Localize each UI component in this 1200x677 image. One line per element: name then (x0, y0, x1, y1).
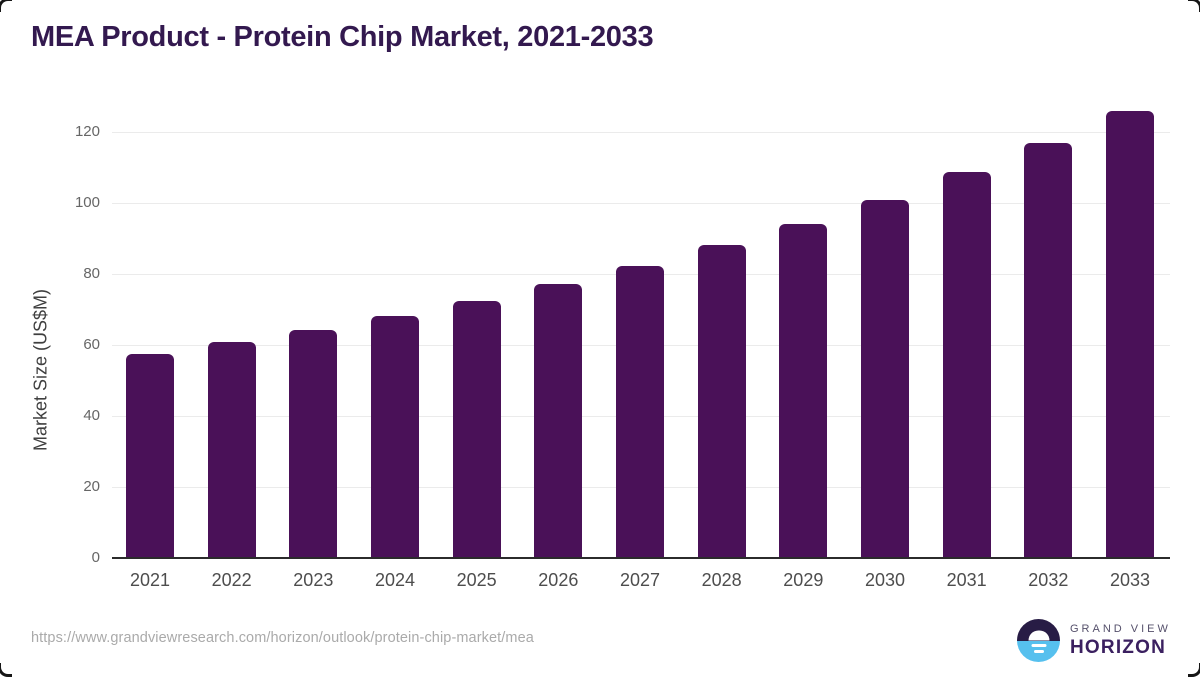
logo-line-grand-view: GRAND VIEW (1070, 622, 1171, 635)
bar-2026 (534, 283, 583, 558)
gridline-120 (112, 131, 1170, 133)
sunrise-over-water-icon (1017, 619, 1060, 662)
bar-2024 (371, 316, 419, 558)
x-tick-label-2030: 2030 (864, 570, 906, 590)
frame-corner-top-left (0, 0, 12, 12)
x-tick-label-2022: 2022 (211, 570, 252, 590)
x-tick-label-2024: 2024 (374, 570, 416, 590)
x-tick-label-2029: 2029 (783, 570, 824, 590)
bar-2032 (1024, 143, 1073, 558)
bar-2029 (779, 224, 828, 558)
y-axis-title: Market Size (US$M) (30, 288, 51, 452)
x-tick-label-2021: 2021 (129, 570, 171, 590)
x-tick-label-2033: 2033 (1109, 570, 1151, 590)
chart-title: MEA Product - Protein Chip Market, 2021-… (31, 21, 654, 53)
y-tick-label-80: 80 (83, 265, 100, 282)
bar-2022 (207, 342, 256, 558)
logo-sky-half (1017, 619, 1060, 641)
y-tick-label-100: 100 (74, 194, 100, 211)
bar-2031 (942, 172, 991, 558)
bar-2028 (697, 245, 746, 558)
bar-2033 (1106, 110, 1154, 558)
bar-2027 (616, 265, 664, 558)
gridline-100 (112, 202, 1170, 204)
x-axis-line (112, 557, 1170, 559)
bar-2025 (452, 301, 501, 558)
y-tick-label-20: 20 (83, 478, 100, 495)
bar-2023 (289, 330, 338, 558)
x-tick-label-2027: 2027 (619, 570, 661, 590)
bar-2030 (861, 200, 909, 558)
y-tick-label-120: 120 (74, 123, 100, 140)
x-tick-label-2028: 2028 (701, 570, 742, 590)
logo-line-horizon: HORIZON (1070, 636, 1167, 658)
x-tick-label-2031: 2031 (946, 570, 987, 590)
logo-sun-shape (1028, 630, 1049, 641)
logo-text: GRAND VIEW HORIZON (1070, 623, 1171, 659)
logo-ripple-line (1031, 643, 1046, 647)
x-tick-label-2025: 2025 (456, 570, 497, 590)
bar-2021 (126, 354, 174, 558)
y-tick-label-40: 40 (83, 407, 100, 424)
y-tick-label-60: 60 (83, 336, 100, 353)
x-tick-label-2023: 2023 (293, 570, 334, 590)
frame-corner-top-right (1188, 0, 1200, 12)
logo-ripple-line (1033, 649, 1044, 653)
x-tick-label-2032: 2032 (1028, 570, 1069, 590)
brand-logo: GRAND VIEW HORIZON (1017, 619, 1171, 662)
plot-area (112, 100, 1170, 559)
y-tick-label-0: 0 (91, 549, 100, 566)
source-url: https://www.grandviewresearch.com/horizo… (31, 630, 534, 646)
x-tick-label-2026: 2026 (538, 570, 579, 590)
